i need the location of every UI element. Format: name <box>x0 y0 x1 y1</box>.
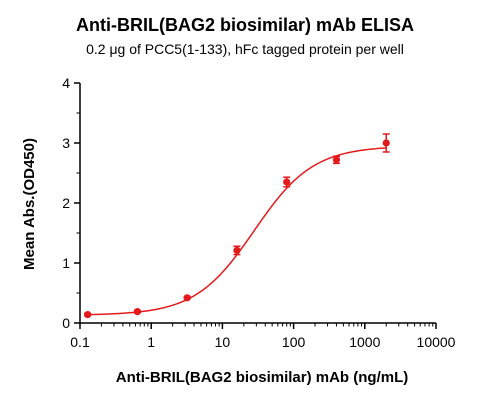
data-point <box>233 245 241 256</box>
y-tick-label: 4 <box>62 75 70 91</box>
y-tick-label: 1 <box>62 255 70 271</box>
y-ticks: 0 1 2 3 4 <box>62 75 80 331</box>
chart-title: Anti-BRIL(BAG2 biosimilar) mAb ELISA <box>76 15 414 35</box>
x-ticks: 0.1 1 10 100 1000 10000 <box>70 323 456 350</box>
data-point <box>283 176 291 188</box>
x-tick-label: 1000 <box>349 334 380 350</box>
data-point <box>133 308 141 316</box>
axes <box>79 83 436 324</box>
data-point <box>332 155 341 165</box>
x-tick-label: 0.1 <box>70 334 90 350</box>
data-point <box>382 133 390 153</box>
point-marker <box>332 156 341 164</box>
chart-subtitle: 0.2 μg of PCC5(1-133), hFc tagged protei… <box>86 41 404 57</box>
point-marker <box>382 139 390 147</box>
data-point <box>84 311 92 319</box>
y-tick-label: 3 <box>62 135 70 151</box>
point-marker <box>133 308 141 316</box>
y-tick-label: 0 <box>62 315 70 331</box>
point-marker <box>84 311 92 319</box>
x-axis-label: Anti-BRIL(BAG2 biosimilar) mAb (ng/mL) <box>116 369 409 386</box>
y-tick-label: 2 <box>62 195 70 211</box>
x-tick-label: 10000 <box>417 334 456 350</box>
point-marker <box>233 246 241 254</box>
point-marker <box>183 294 191 302</box>
y-axis-label: Mean Abs.(OD450) <box>21 138 38 270</box>
fit-curve <box>87 147 387 316</box>
x-tick-label: 10 <box>215 334 231 350</box>
data-point <box>183 294 191 302</box>
point-marker <box>283 178 291 186</box>
data-points <box>84 133 390 319</box>
x-tick-label: 1 <box>147 334 155 350</box>
x-tick-label: 100 <box>282 334 306 350</box>
